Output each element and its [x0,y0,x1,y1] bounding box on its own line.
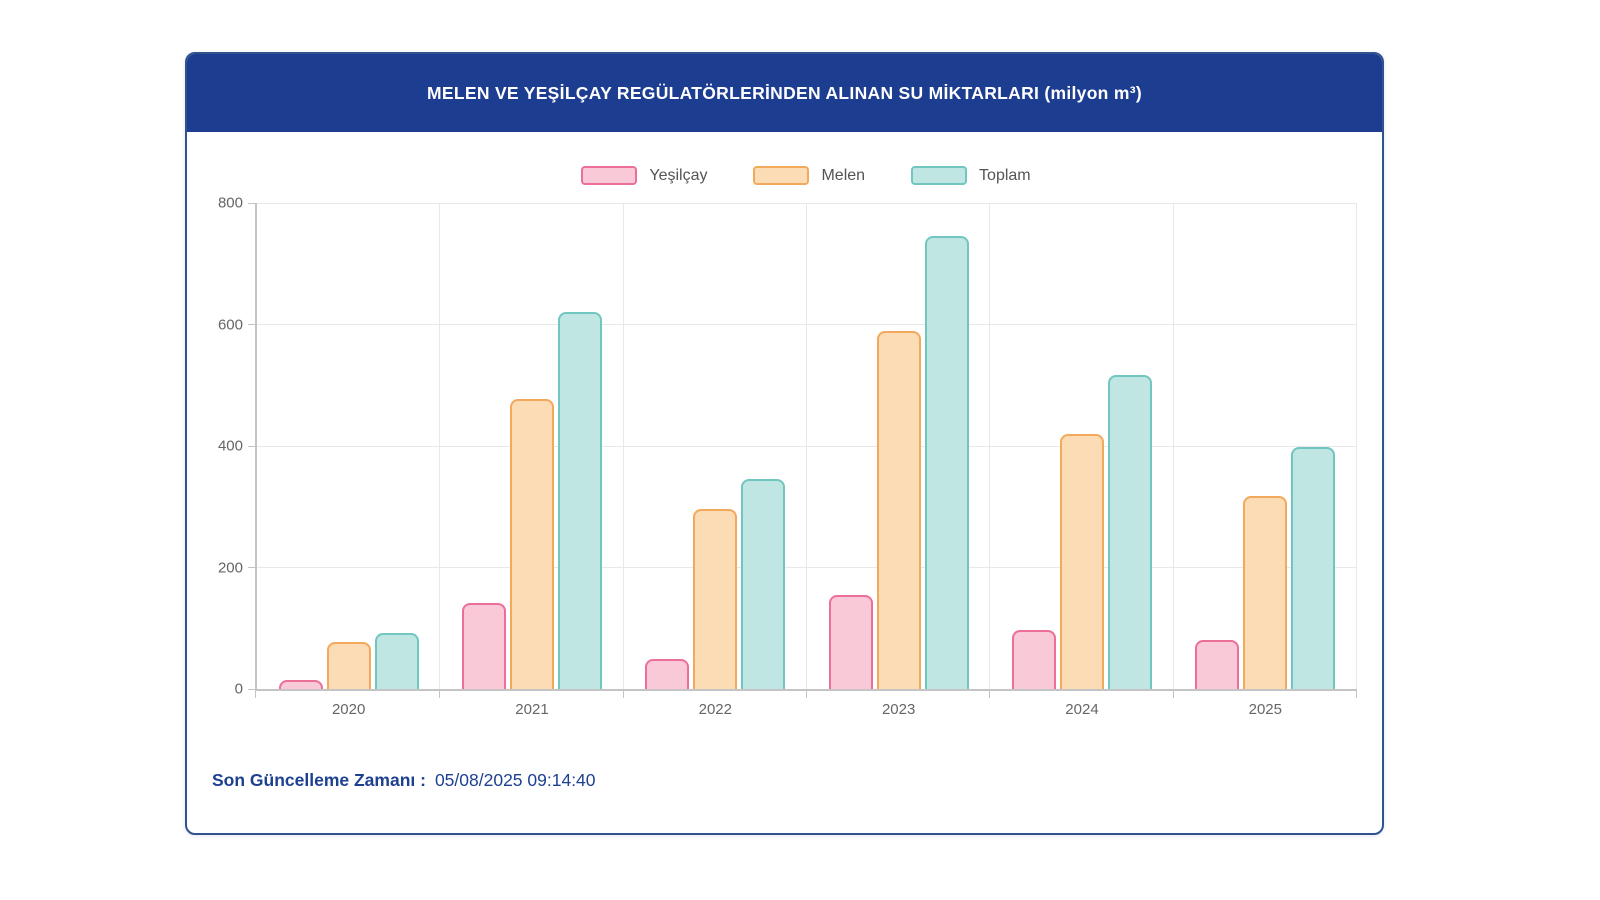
y-tick-label-800: 800 [217,194,243,212]
x-axis-label-2021: 2021 [515,701,549,718]
x-tick-5 [1172,689,1174,698]
y-tick-0 [248,688,257,690]
bar-yesilcay-2025[interactable] [1195,640,1240,689]
last-update: Son Güncelleme Zamanı : 05/08/2025 09:14… [212,770,596,791]
x-tick-1 [439,689,441,698]
x-tick-0 [255,689,256,698]
y-tick-label-400: 400 [217,437,243,455]
legend-swatch-melen [753,166,810,185]
x-axis-label-2025: 2025 [1248,701,1282,718]
legend-item-melen[interactable]: Melen [753,166,865,185]
bar-toplam-2025[interactable] [1291,447,1336,689]
x-tick-6 [1356,689,1357,698]
bar-yesilcay-2023[interactable] [828,594,873,689]
y-tick-800 [248,202,257,204]
bar-toplam-2022[interactable] [741,478,786,689]
y-tick-400 [248,445,257,447]
bar-group-2025 [1174,203,1357,689]
last-update-label: Son Güncelleme Zamanı : [212,770,426,790]
y-tick-label-600: 600 [217,316,243,333]
bar-yesilcay-2021[interactable] [461,602,506,689]
bar-group-2020 [257,203,440,689]
gridline-y-800 [257,202,1357,204]
bar-melen-2023[interactable] [876,330,921,689]
x-axis-label-2022: 2022 [698,701,732,718]
plot-area: 0 200 400 600 800 2020 2021 2022 2023 2024 2025 [218,196,1357,718]
last-update-value: 05/08/2025 09:14:40 [434,770,596,790]
bar-yesilcay-2022[interactable] [645,658,690,689]
bar-toplam-2021[interactable] [557,312,602,689]
card-header: MELEN VE YEŞİLÇAY REGÜLATÖRLERİNDEN ALIN… [187,54,1382,132]
legend-swatch-yesilcay [581,166,638,185]
bar-melen-2022[interactable] [693,509,738,689]
gridline-y-600 [257,324,1357,325]
bar-group-2023 [807,203,990,689]
x-axis-label-2024: 2024 [1065,701,1099,718]
gridline-y-400 [257,445,1357,447]
legend-item-toplam[interactable]: Toplam [911,166,1031,185]
legend-swatch-toplam [911,166,968,185]
gridline-x-2 [622,203,624,689]
gridline-x-3 [806,203,807,689]
gridline-y-200 [257,567,1357,568]
bar-group-2024 [990,203,1173,689]
legend-label-yesilcay: Yeşilçay [649,166,708,184]
gridline-x-5 [1172,203,1174,689]
y-tick-label-200: 200 [217,559,243,576]
gridline-x-6 [1356,203,1357,689]
bar-toplam-2024[interactable] [1107,374,1152,689]
x-axis-label-2023: 2023 [881,701,916,718]
y-tick-200 [248,567,257,568]
x-axis-label-2020: 2020 [331,701,366,718]
x-tick-2 [622,689,624,698]
bar-yesilcay-2024[interactable] [1011,630,1056,689]
bar-melen-2021[interactable] [509,398,554,689]
bar-yesilcay-2020[interactable] [278,679,323,689]
bar-melen-2024[interactable] [1059,433,1104,689]
bar-group-2022 [624,203,807,689]
y-tick-label-0: 0 [234,680,243,698]
x-tick-3 [806,689,807,698]
bar-group-2021 [440,203,623,689]
chart-card: MELEN VE YEŞİLÇAY REGÜLATÖRLERİNDEN ALIN… [185,52,1384,835]
gridline-x-4 [989,203,991,689]
bar-melen-2025[interactable] [1243,495,1288,689]
chart-legend: Yeşilçay Melen Toplam [255,166,1357,185]
legend-item-yesilcay[interactable]: Yeşilçay [581,166,707,185]
bar-melen-2020[interactable] [326,642,371,689]
y-tick-600 [248,324,257,325]
x-tick-4 [989,689,991,698]
chart-title: MELEN VE YEŞİLÇAY REGÜLATÖRLERİNDEN ALIN… [427,82,1142,103]
legend-label-melen: Melen [821,166,866,184]
bar-toplam-2020[interactable] [374,633,419,689]
legend-label-toplam: Toplam [979,166,1031,184]
gridline-x-1 [439,203,441,689]
bar-toplam-2023[interactable] [924,236,969,689]
